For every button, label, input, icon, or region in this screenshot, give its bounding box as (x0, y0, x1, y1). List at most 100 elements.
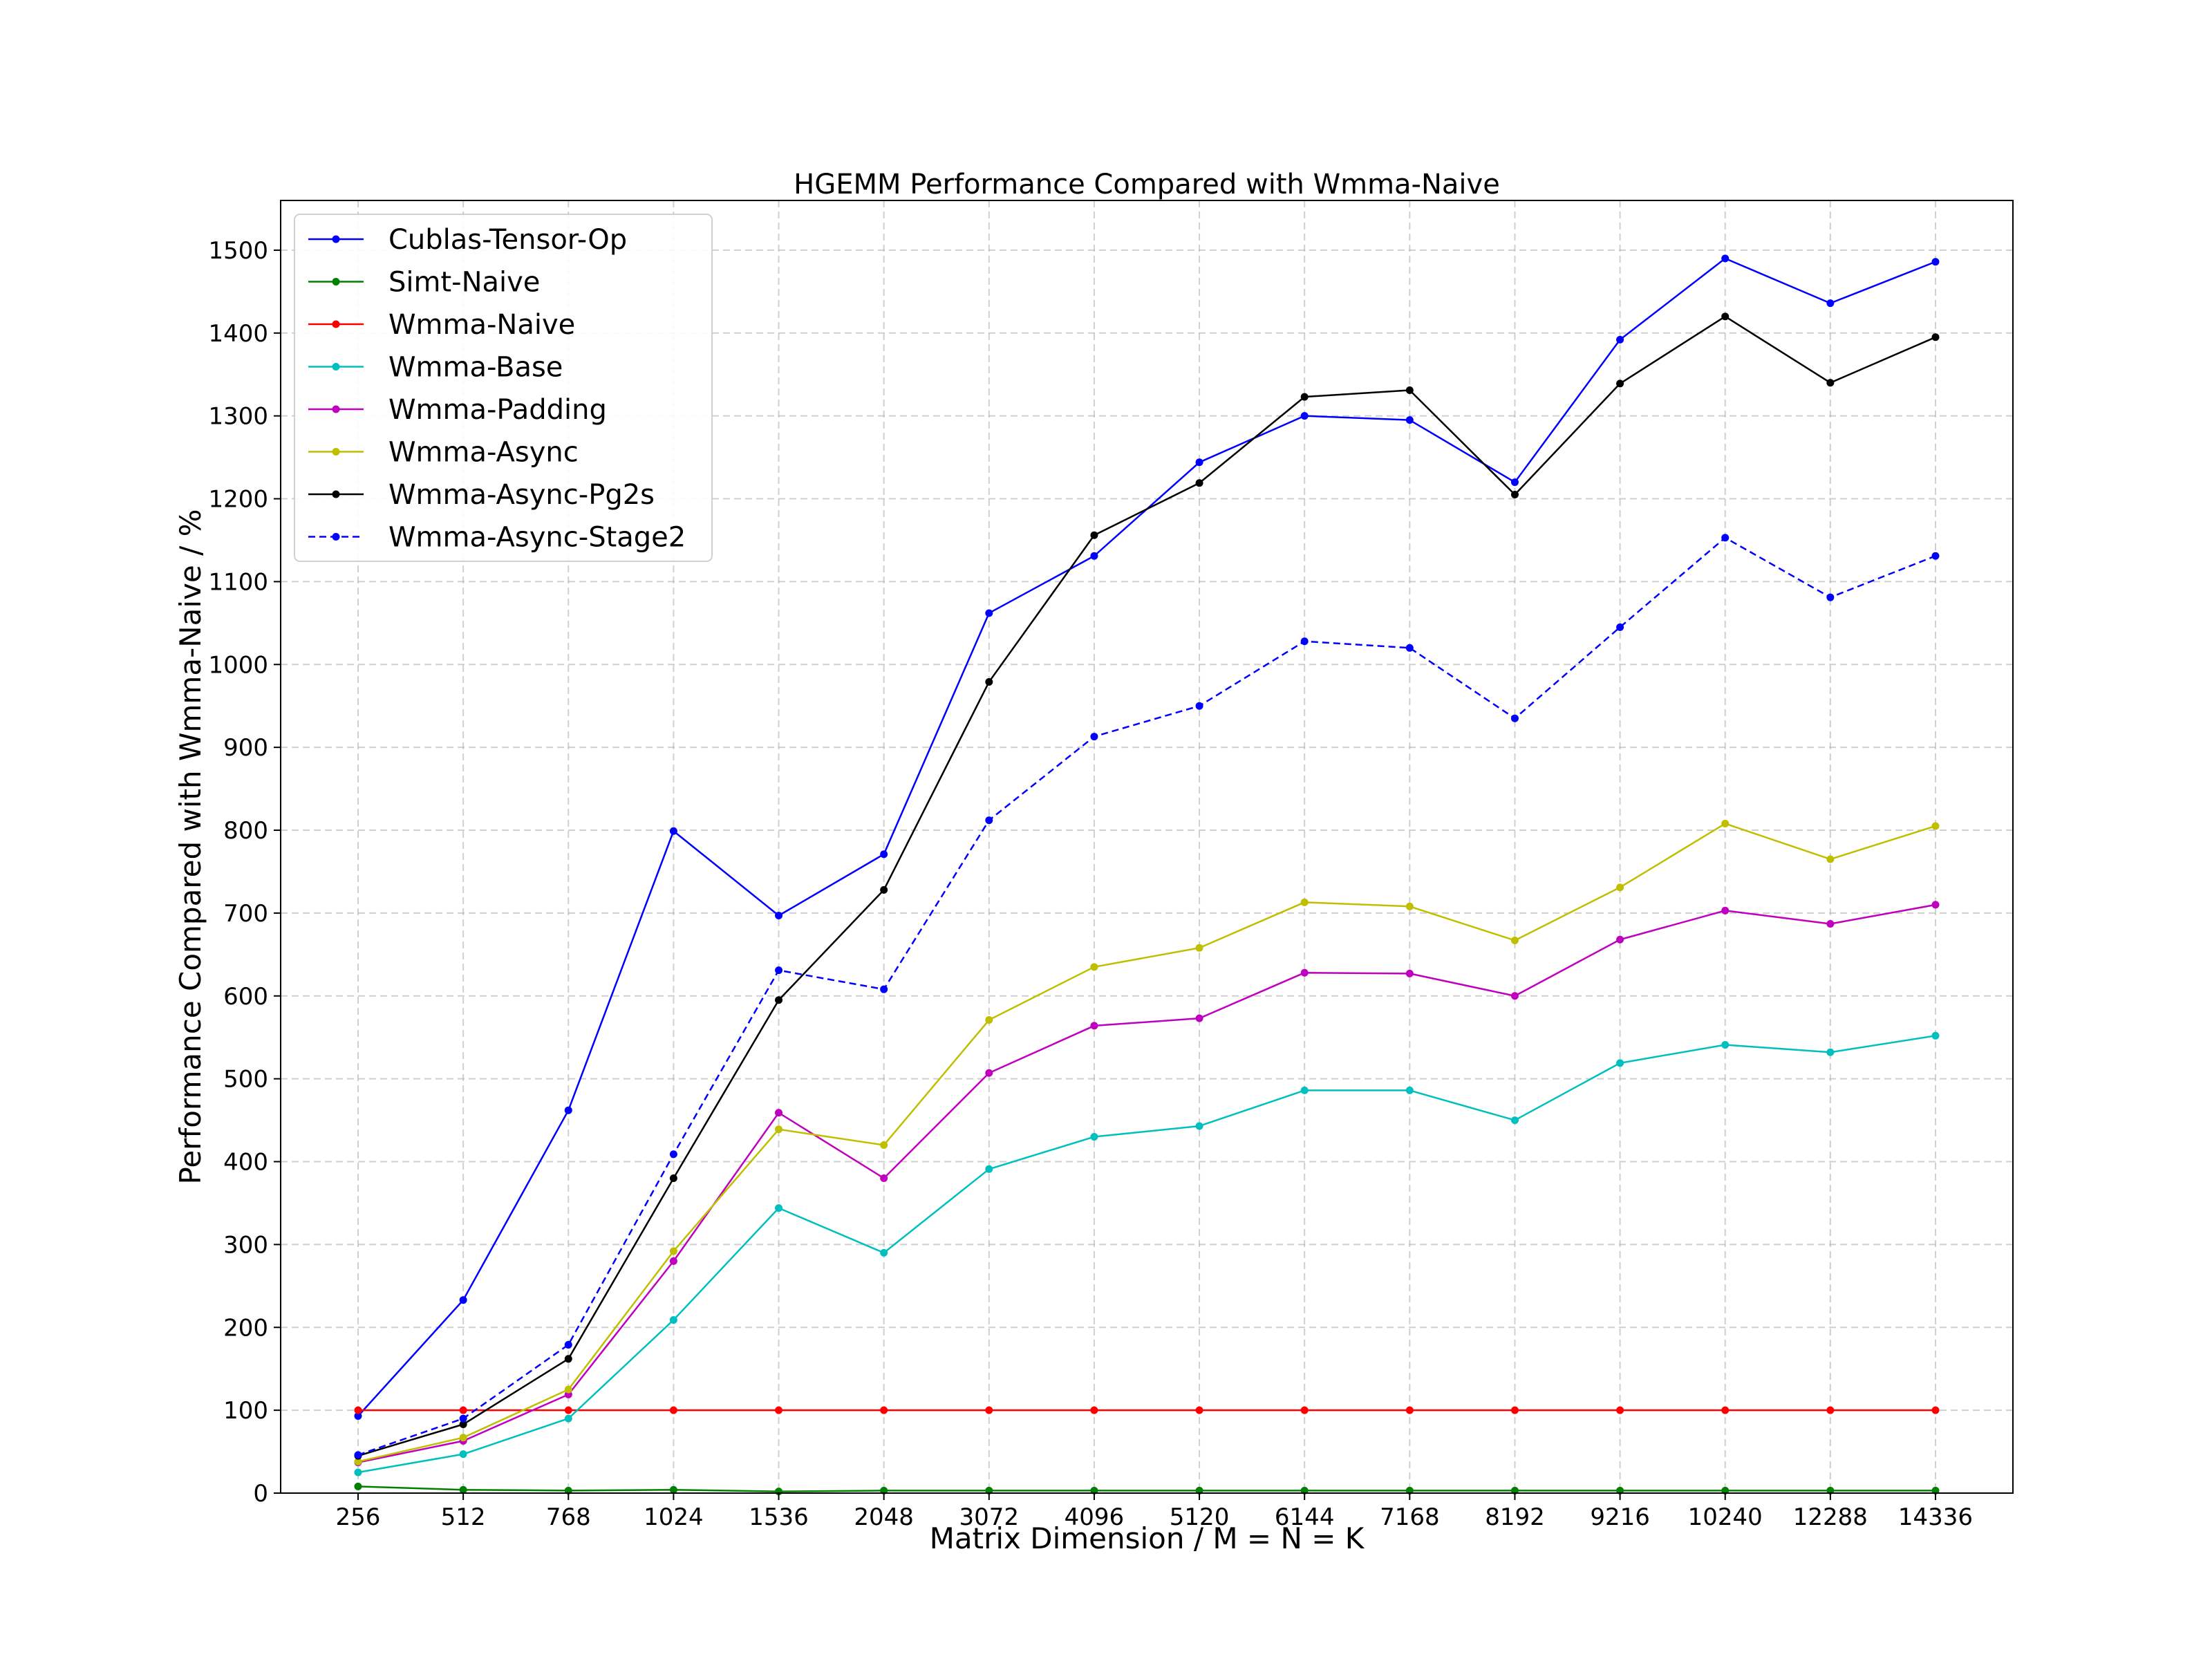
data-point (1300, 1406, 1309, 1414)
data-point (1826, 855, 1835, 863)
y-axis-label: Performance Compared with Wmma-Naive / % (174, 509, 207, 1184)
data-point (564, 1414, 572, 1423)
y-tick-label: 100 (223, 1397, 268, 1425)
data-point (669, 1257, 677, 1265)
data-point (775, 1125, 783, 1134)
data-point (775, 1109, 783, 1117)
data-point (880, 885, 888, 894)
data-point (1300, 898, 1309, 906)
legend-entry: Cublas-Tensor-Op (308, 224, 627, 256)
data-point (1616, 335, 1624, 344)
data-point (459, 1434, 467, 1442)
data-point (775, 1406, 783, 1414)
x-tick-label: 9216 (1590, 1503, 1650, 1531)
data-point (1090, 1133, 1098, 1141)
y-tick-label: 400 (223, 1149, 268, 1177)
data-point (1090, 1406, 1098, 1414)
x-tick-label: 7168 (1380, 1503, 1440, 1531)
data-point (1931, 1031, 1940, 1040)
data-point (1195, 1014, 1203, 1022)
data-point (1195, 1406, 1203, 1414)
legend-marker (332, 533, 340, 541)
data-point (1931, 822, 1940, 830)
y-tick-label: 300 (223, 1231, 268, 1259)
data-point (775, 1204, 783, 1212)
data-point (775, 966, 783, 975)
data-point (880, 985, 888, 993)
series-wmma-padding (354, 901, 1940, 1467)
y-axis-ticks: 0 100 200 300 400 500 600 700 800 900 1000 1100 1200… (208, 237, 281, 1508)
legend-entry: Wmma-Padding (308, 394, 607, 426)
data-point (669, 1406, 677, 1414)
data-point (985, 609, 993, 617)
data-point (985, 1165, 993, 1173)
y-tick-label: 1100 (208, 568, 268, 596)
data-point (880, 1406, 888, 1414)
y-tick-label: 1000 (208, 651, 268, 679)
x-tick-label: 4096 (1065, 1503, 1125, 1531)
data-point (354, 1451, 362, 1459)
y-tick-label: 1200 (208, 486, 268, 514)
data-point (1300, 393, 1309, 401)
data-point (1300, 412, 1309, 420)
legend-marker (332, 278, 340, 285)
data-point (1931, 552, 1940, 560)
data-point (564, 1106, 572, 1114)
data-point (1510, 936, 1519, 944)
data-point (1616, 379, 1624, 388)
x-tick-label: 512 (441, 1503, 486, 1531)
data-point (1405, 386, 1414, 395)
data-point (354, 1406, 362, 1414)
data-point (1195, 944, 1203, 952)
data-point (1721, 254, 1730, 263)
data-point (775, 996, 783, 1004)
series-wmma-base (354, 1031, 1940, 1477)
x-tick-label: 768 (546, 1503, 591, 1531)
data-point (775, 911, 783, 919)
legend-label: Wmma-Async-Stage2 (388, 522, 686, 554)
data-point (1405, 1406, 1414, 1414)
data-point (1195, 458, 1203, 467)
series-line (357, 903, 1936, 1463)
y-tick-label: 700 (223, 900, 268, 928)
data-point (1300, 637, 1309, 646)
x-tick-label: 10240 (1688, 1503, 1763, 1531)
legend-box (294, 214, 713, 562)
data-point (564, 1406, 572, 1414)
x-tick-label: 256 (336, 1503, 381, 1531)
legend-entry: Wmma-Async (308, 437, 579, 469)
series-wmma-naive (354, 1406, 1940, 1414)
data-point (1090, 963, 1098, 971)
data-point (354, 1412, 362, 1421)
data-point (1405, 416, 1414, 424)
series-wmma-async-pg2s (354, 312, 1940, 1460)
data-point (1195, 1122, 1203, 1130)
legend-marker (332, 320, 340, 328)
data-point (564, 1340, 572, 1349)
data-point (354, 1482, 362, 1490)
data-point (1931, 333, 1940, 341)
data-point (564, 1385, 572, 1394)
legend-label: Wmma-Base (388, 352, 563, 384)
legend-label: Cublas-Tensor-Op (388, 224, 627, 256)
data-point (1510, 491, 1519, 499)
data-point (880, 1174, 888, 1182)
series-line (357, 536, 1936, 1456)
data-point (1826, 379, 1835, 387)
data-point (1826, 593, 1835, 601)
x-tick-label: 5120 (1170, 1503, 1230, 1531)
data-point (1405, 1086, 1414, 1094)
legend-label: Wmma-Async-Pg2s (388, 479, 655, 511)
data-point (1405, 644, 1414, 652)
data-point (1510, 714, 1519, 722)
x-tick-label: 14336 (1898, 1503, 1973, 1531)
data-point (1721, 819, 1730, 827)
legend-label: Wmma-Async (388, 437, 579, 469)
series-line (357, 315, 1936, 1457)
data-point (880, 1248, 888, 1257)
data-point (1826, 1048, 1835, 1056)
x-tick-label: 12288 (1793, 1503, 1868, 1531)
data-point (459, 1296, 467, 1304)
data-point (459, 1485, 467, 1494)
data-point (354, 1457, 362, 1465)
